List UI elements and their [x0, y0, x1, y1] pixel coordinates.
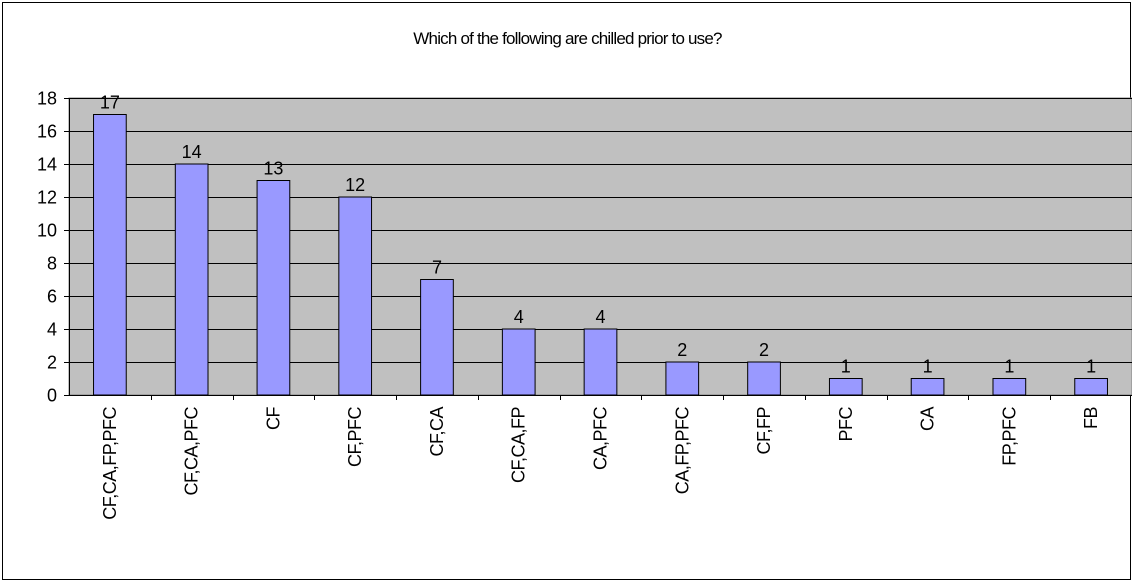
x-category-label: PFC: [836, 406, 856, 441]
data-label: 12: [345, 175, 365, 195]
x-category-label: CA,FP,PFC: [672, 406, 692, 494]
y-tick-label: 6: [47, 287, 57, 307]
x-category-label: CF,CA: [427, 407, 447, 457]
bar: [1074, 378, 1108, 396]
bar: [338, 196, 373, 396]
data-label: 1: [1004, 357, 1014, 377]
y-tick-label: 4: [47, 320, 57, 340]
bar: [174, 163, 209, 396]
data-label: 13: [263, 159, 283, 179]
x-category-label: FP,PFC: [999, 407, 1019, 466]
data-label: 1: [841, 357, 851, 377]
y-tick-label: 10: [37, 221, 57, 241]
bar: [93, 114, 127, 396]
bar: [420, 279, 454, 396]
x-category-label: CF,CA,FP,PFC: [100, 406, 120, 519]
data-label: 1: [1086, 357, 1096, 377]
data-label: 2: [759, 340, 769, 360]
y-tick-label: 16: [37, 122, 57, 142]
bar: [501, 328, 536, 396]
x-category-label: CF,PFC: [345, 406, 365, 467]
bar: [256, 180, 291, 396]
data-label: 4: [595, 307, 605, 327]
data-label: 1: [923, 357, 933, 377]
data-label: 17: [100, 93, 120, 113]
y-tick-label: 18: [37, 89, 57, 109]
bar: [583, 328, 618, 396]
x-category-label: FB: [1081, 407, 1101, 429]
y-tick-label: 14: [37, 155, 57, 175]
x-category-label: CA: [918, 407, 938, 431]
y-tick-label: 8: [47, 254, 57, 274]
bar: [747, 361, 781, 396]
y-tick-label: 2: [47, 353, 57, 373]
bar: [665, 361, 700, 396]
bar: [910, 378, 945, 396]
y-tick-label: 12: [37, 188, 57, 208]
data-label: 4: [514, 307, 524, 327]
x-category-label: CF: [263, 407, 283, 430]
data-label: 2: [677, 340, 687, 360]
chart-title: Which of the following are chilled prior…: [413, 29, 722, 48]
x-category-label: CF,CA,FP: [509, 407, 529, 484]
x-category-label: CA,PFC: [591, 407, 611, 471]
y-tick-label: 0: [47, 386, 57, 406]
bar: [828, 378, 863, 396]
x-category-label: CF,CA,PFC: [182, 407, 202, 496]
x-category-label: CF,FP: [754, 407, 774, 455]
data-label: 14: [182, 142, 202, 162]
bar: [992, 378, 1027, 396]
data-label: 7: [432, 258, 442, 278]
